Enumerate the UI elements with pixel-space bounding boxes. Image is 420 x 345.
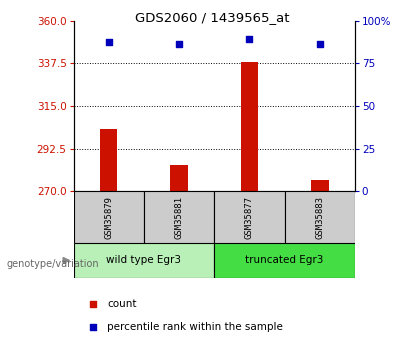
Point — [90, 302, 97, 307]
Bar — [74, 243, 214, 278]
Text: GSM35883: GSM35883 — [315, 196, 324, 239]
Bar — [214, 243, 355, 278]
Text: wild type Egr3: wild type Egr3 — [106, 256, 181, 265]
Bar — [170, 165, 188, 191]
Bar — [285, 191, 355, 243]
Text: GSM35877: GSM35877 — [245, 196, 254, 239]
Text: truncated Egr3: truncated Egr3 — [245, 256, 324, 265]
Point — [90, 324, 97, 330]
Text: GSM35881: GSM35881 — [175, 196, 184, 239]
Bar — [214, 191, 285, 243]
Text: count: count — [107, 299, 137, 309]
Text: GDS2060 / 1439565_at: GDS2060 / 1439565_at — [135, 11, 289, 24]
Point — [176, 41, 182, 47]
Point — [316, 41, 323, 47]
Bar — [241, 62, 258, 191]
Bar — [144, 191, 214, 243]
Bar — [74, 191, 144, 243]
Text: GSM35879: GSM35879 — [104, 196, 113, 239]
Text: percentile rank within the sample: percentile rank within the sample — [107, 322, 283, 332]
Point — [105, 39, 112, 45]
Bar — [311, 180, 328, 191]
Text: genotype/variation: genotype/variation — [6, 259, 99, 269]
Point — [246, 37, 253, 42]
Bar — [100, 129, 118, 191]
